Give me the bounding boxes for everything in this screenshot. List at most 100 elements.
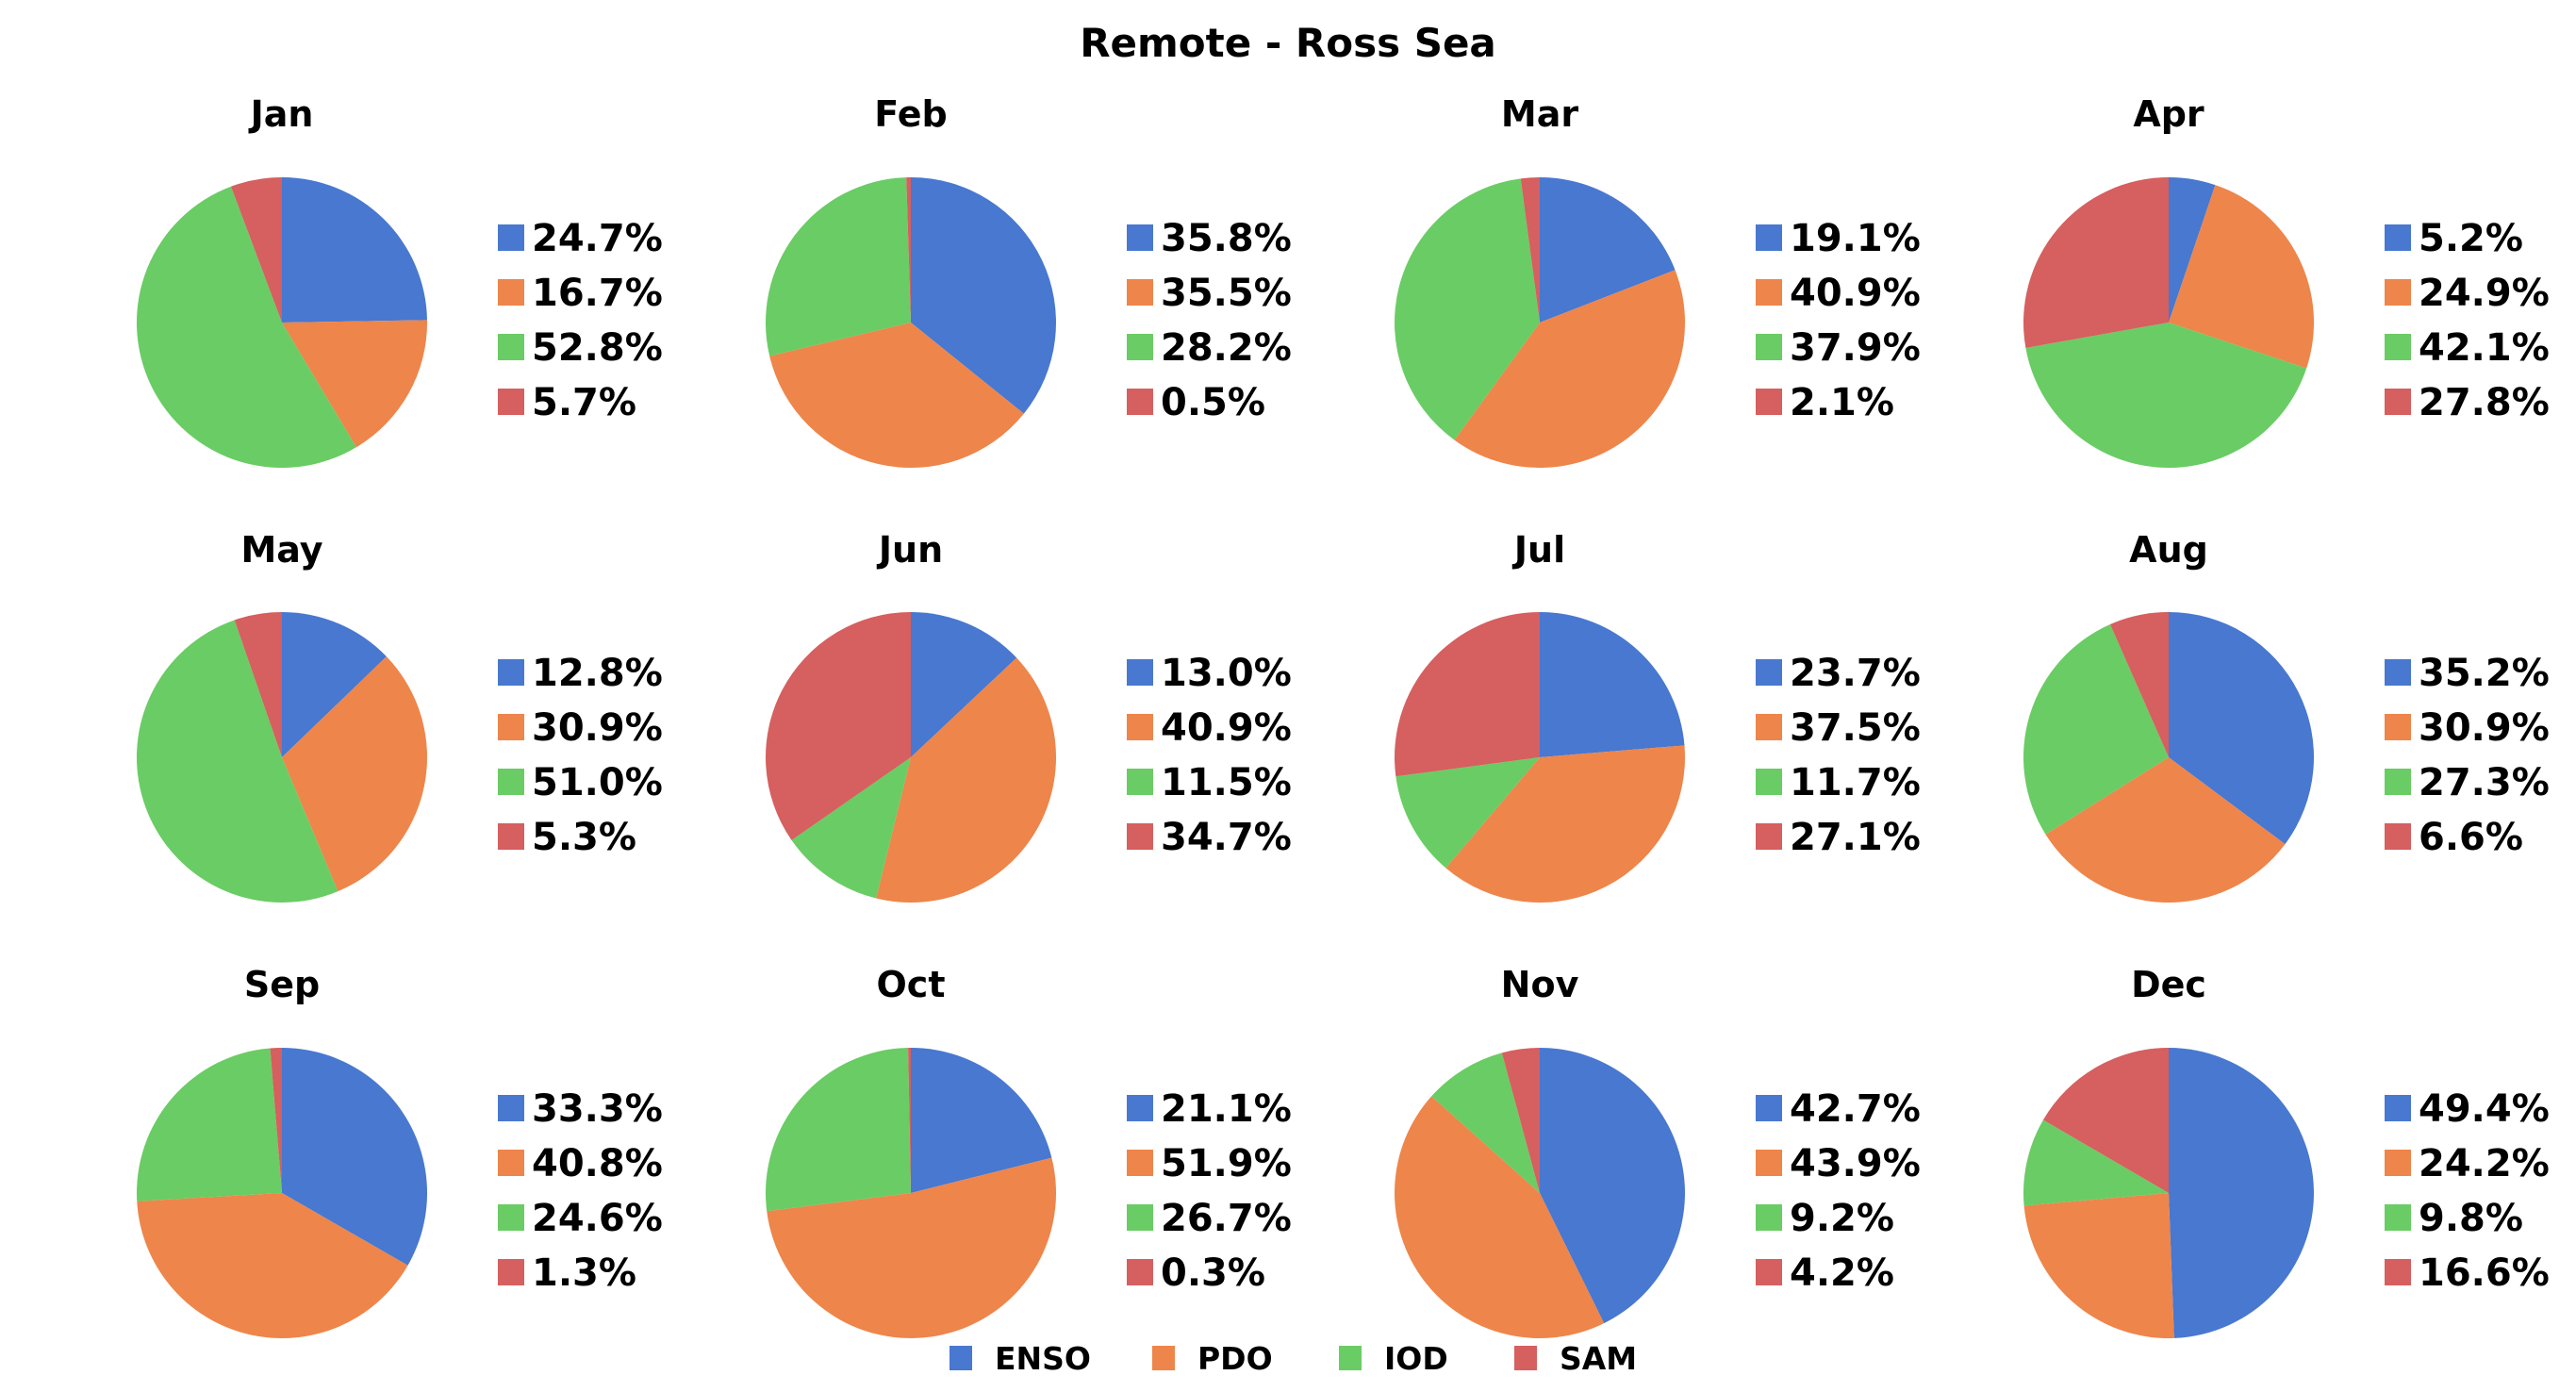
pct-swatch-pdo <box>498 1150 524 1176</box>
pct-swatch-pdo <box>498 714 524 740</box>
pct-swatch-sam <box>2385 389 2411 415</box>
pct-label-iod: 9.2% <box>1790 1197 1894 1240</box>
pct-label-sam: 16.6% <box>2419 1251 2550 1295</box>
pct-swatch-sam <box>1756 1259 1782 1285</box>
pct-label-sam: 4.2% <box>1790 1251 1894 1295</box>
pct-swatch-iod <box>498 769 524 795</box>
panel-title: Apr <box>2133 93 2204 135</box>
pie-slice-pdo <box>767 1157 1056 1338</box>
panels-group: Jan 24.7% 16.7% 52.8% 5.7% Feb 35.8% 35.5% 28.2%… <box>136 93 2550 1338</box>
pie-slice-enso <box>282 612 387 757</box>
panel-title: Jul <box>1511 529 1565 571</box>
pct-swatch-iod <box>1756 334 1782 360</box>
pie-slice-pdo <box>1445 745 1686 903</box>
panel-title: Sep <box>244 964 320 1005</box>
pie-slice-enso <box>2169 1048 2314 1338</box>
pct-swatch-iod <box>2385 769 2411 795</box>
pct-label-sam: 27.8% <box>2419 381 2550 424</box>
panel-aug: Aug 35.2% 30.9% 27.3% 6.6% <box>2023 529 2550 903</box>
pct-label-pdo: 40.9% <box>1790 272 1921 315</box>
pct-label-pdo: 35.5% <box>1161 272 1292 315</box>
panel-feb: Feb 35.8% 35.5% 28.2% 0.5% <box>765 93 1292 468</box>
panel-mar: Mar 19.1% 40.9% 37.9% 2.1% <box>1394 93 1921 469</box>
pct-label-pdo: 30.9% <box>2419 706 2550 750</box>
panel-title: Nov <box>1501 964 1579 1005</box>
pct-swatch-pdo <box>2385 714 2411 740</box>
panel-title: May <box>240 529 322 571</box>
pct-label-enso: 5.2% <box>2419 217 2523 260</box>
pie-slice-iod <box>2023 1119 2169 1206</box>
panel-title: Mar <box>1501 93 1578 135</box>
pie-slice-pdo <box>282 656 427 892</box>
pct-label-iod: 24.6% <box>532 1197 663 1240</box>
pie-slice-iod <box>1394 178 1540 440</box>
panel-oct: Oct 21.1% 51.9% 26.7% 0.3% <box>765 964 1292 1338</box>
pct-label-enso: 19.1% <box>1790 217 1921 260</box>
pie-slice-iod <box>2023 624 2169 835</box>
panel-apr: Apr 5.2% 24.9% 42.1% 27.8% <box>2023 93 2550 468</box>
pie-slice-sam <box>270 1048 282 1193</box>
pct-label-iod: 11.7% <box>1790 761 1921 804</box>
legend-label-enso: ENSO <box>995 1340 1091 1377</box>
pct-swatch-enso <box>1756 1095 1782 1121</box>
panel-title: Dec <box>2131 964 2206 1005</box>
pie-slice-enso <box>911 1048 1052 1193</box>
pie-slice-pdo <box>876 657 1057 903</box>
pct-label-enso: 23.7% <box>1790 652 1921 695</box>
pie-slice-sam <box>2023 177 2169 348</box>
pct-swatch-sam <box>1756 823 1782 850</box>
panel-nov: Nov 42.7% 43.9% 9.2% 4.2% <box>1395 964 1921 1338</box>
pie-slice-enso <box>2169 177 2216 323</box>
pie-slice-enso <box>911 177 1056 414</box>
pie-slice-iod <box>1431 1052 1540 1193</box>
pct-swatch-iod <box>1756 769 1782 795</box>
panel-title: Jun <box>876 529 943 571</box>
pct-swatch-sam <box>2385 1259 2411 1285</box>
pct-label-iod: 42.1% <box>2419 326 2550 370</box>
pct-swatch-pdo <box>1127 714 1153 740</box>
pct-swatch-iod <box>1127 334 1153 360</box>
pct-swatch-enso <box>498 224 524 251</box>
pct-label-sam: 6.6% <box>2419 816 2523 859</box>
panel-title: Jan <box>248 93 314 135</box>
pie-slice-sam <box>1395 612 1540 777</box>
pct-swatch-iod <box>1756 1204 1782 1231</box>
pct-swatch-pdo <box>1127 1150 1153 1176</box>
pct-swatch-iod <box>1127 769 1153 795</box>
pct-swatch-sam <box>498 823 524 850</box>
chart-title: Remote - Ross Sea <box>1080 20 1496 66</box>
pct-swatch-iod <box>2385 334 2411 360</box>
pct-swatch-pdo <box>1756 279 1782 306</box>
pie-slice-pdo <box>769 323 1024 468</box>
pct-swatch-enso <box>1756 224 1782 251</box>
pie-slice-iod <box>791 757 911 899</box>
pie-slice-enso <box>1540 612 1685 757</box>
legend-item-sam: SAM <box>1514 1340 1637 1377</box>
pct-swatch-iod <box>1127 1204 1153 1231</box>
pct-label-iod: 28.2% <box>1161 326 1292 370</box>
legend-label-iod: IOD <box>1384 1340 1448 1377</box>
pie-slice-pdo <box>2169 185 2314 369</box>
pct-swatch-enso <box>498 659 524 686</box>
pct-swatch-sam <box>1756 389 1782 415</box>
legend-label-sam: SAM <box>1560 1340 1637 1377</box>
pct-label-iod: 27.3% <box>2419 761 2550 804</box>
pct-swatch-pdo <box>1756 1150 1782 1176</box>
pct-label-iod: 26.7% <box>1161 1197 1292 1240</box>
pct-label-sam: 2.1% <box>1790 381 1894 424</box>
pie-slice-enso <box>911 612 1017 757</box>
legend-swatch-iod <box>1339 1346 1362 1370</box>
pct-label-enso: 21.1% <box>1161 1087 1292 1131</box>
pie-slice-sam <box>2109 612 2169 757</box>
panel-title: Feb <box>874 93 947 135</box>
pct-label-enso: 35.8% <box>1161 217 1292 260</box>
pct-label-pdo: 40.9% <box>1161 706 1292 750</box>
panel-jun: Jun 13.0% 40.9% 11.5% 34.7% <box>766 529 1292 903</box>
pie-slice-sam <box>234 612 282 757</box>
pct-label-iod: 51.0% <box>532 761 663 804</box>
pct-label-enso: 33.3% <box>532 1087 663 1131</box>
pct-label-pdo: 16.7% <box>532 272 663 315</box>
pie-slice-pdo <box>1454 270 1686 469</box>
panel-jul: Jul 23.7% 37.5% 11.7% 27.1% <box>1395 529 1921 903</box>
